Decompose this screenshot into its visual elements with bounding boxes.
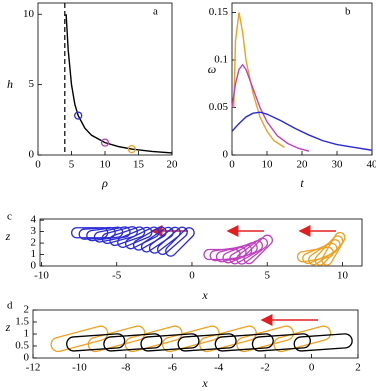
capsule [229,240,264,265]
y-tick-label: 1 [24,328,30,340]
x-tick-label: 10 [337,270,349,282]
capsule [124,325,183,353]
capsule [236,237,269,265]
capsule [109,226,146,247]
x-tick-label: 20 [297,159,309,171]
x-tick-label: 5 [264,270,270,282]
x-tick-label: -6 [168,362,178,374]
y-tick-label: 3 [31,225,37,237]
capsule [243,234,274,265]
y-axis-label: ω [208,62,216,76]
plot-frame [39,218,363,267]
x-tick-label: 10 [100,159,112,171]
x-tick-label: -5 [112,270,122,282]
capsule [251,333,311,352]
capsule [177,333,237,352]
x-tick-label: 30 [332,159,344,171]
x-axis-label: x [201,288,208,302]
plot-frame [37,2,173,156]
capsule [308,239,341,266]
y-tick-label: 0.15 [209,6,229,18]
x-tick-label: 0 [189,270,195,282]
y-tick-label: 10 [23,8,35,20]
capsule [66,333,126,352]
y-tick-label: 0 [29,149,35,161]
x-tick-label: 15 [133,159,145,171]
y-tick-label: 2 [31,237,37,249]
y-tick-label: 5 [29,78,35,90]
capsule [165,227,195,257]
y-tick-label: 0 [31,260,37,272]
capsule [293,333,353,352]
marker [74,111,83,120]
x-tick-label: 0 [35,159,41,171]
capsule [273,325,332,353]
capsule [140,226,174,253]
x-tick-label: -12 [26,362,41,374]
panel-label: b [345,6,351,18]
x-tick-label: -10 [34,270,49,282]
x-tick-label: -4 [214,362,224,374]
y-axis-label: z [5,229,11,243]
x-tick-label: 2 [355,362,361,374]
capsule [214,333,274,352]
y-tick-label: 0.05 [209,101,229,113]
capsule [93,226,131,243]
capsule [236,325,295,353]
x-axis-label: t [300,176,304,190]
capsule [140,333,200,352]
y-tick-label: 1 [31,248,37,260]
y-tick-label: 0.5 [15,340,29,352]
y-axis-label: h [7,77,13,91]
x-tick-label: 40 [367,159,376,171]
capsule [50,325,109,353]
capsule [78,226,116,240]
x-axis-label: ρ [101,176,108,190]
capsule [199,325,257,353]
x-tick-label: 0 [229,159,235,171]
curve [65,14,173,154]
y-tick-label: 0.1 [214,54,228,66]
capsule [87,325,146,353]
x-axis-label: x [201,376,208,390]
curve [231,63,310,152]
capsule [117,226,153,248]
x-tick-label: 10 [262,159,274,171]
y-axis-label: z [5,320,11,334]
panel-label: c [7,211,12,223]
capsule [86,226,124,242]
panel-label: a [153,6,158,18]
marker [127,144,136,154]
capsule [103,333,163,352]
x-tick-label: -2 [261,362,270,374]
y-tick-label: 0 [24,352,30,364]
x-tick-label: -8 [121,362,131,374]
marker [100,138,110,147]
capsule [314,235,344,266]
curve [233,12,285,148]
arrows [150,225,336,326]
y-tick-label: 1.5 [15,316,29,328]
y-tick-label: 2 [24,304,30,316]
x-tick-label: 0 [309,362,315,374]
panel-label: d [7,300,13,312]
y-tick-label: 4 [31,214,37,226]
x-tick-label: 5 [69,159,75,171]
x-tick-label: -10 [72,362,87,374]
capsule [209,246,247,262]
x-tick-label: 20 [167,159,179,171]
capsule [222,242,258,264]
capsule [161,325,220,353]
curve [231,111,373,151]
y-tick-label: 0 [223,149,229,161]
capsule [148,226,181,254]
capsule [321,231,346,266]
